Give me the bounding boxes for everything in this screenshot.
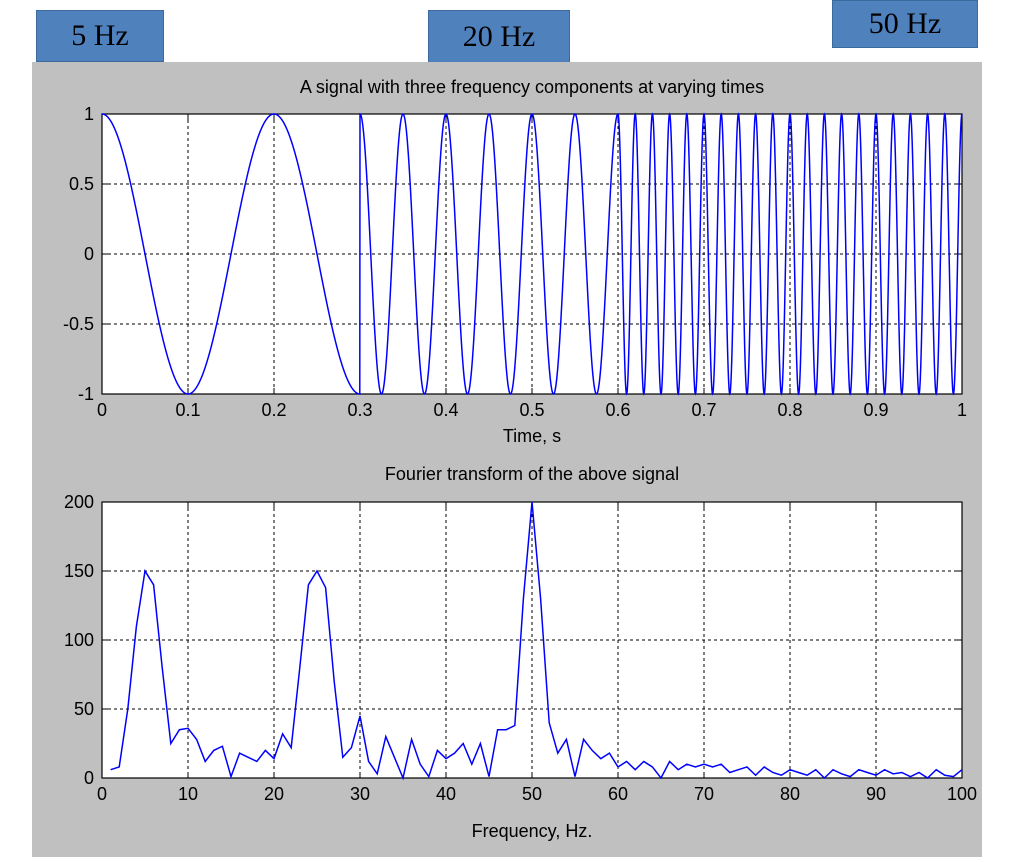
- x-tick-label: 30: [350, 784, 370, 804]
- x-tick-label: 0.5: [519, 400, 544, 420]
- y-tick-label: -0.5: [63, 314, 94, 334]
- x-tick-label: 0.7: [691, 400, 716, 420]
- y-tick-label: 0: [84, 768, 94, 788]
- y-tick-label: 50: [74, 699, 94, 719]
- y-tick-label: 0.5: [69, 174, 94, 194]
- y-tick-label: 100: [64, 630, 94, 650]
- x-tick-label: 0: [97, 784, 107, 804]
- figure-canvas: A signal with three frequency components…: [63, 77, 977, 841]
- x-tick-label: 70: [694, 784, 714, 804]
- x-tick-label: 50: [522, 784, 542, 804]
- x-tick-label: 20: [264, 784, 284, 804]
- fourier-ticks: 0 10 20 30 40 50 60 70 80 90 100 0 50 100 150 200: [64, 492, 977, 804]
- y-tick-label: 1: [84, 104, 94, 124]
- y-tick-label: 150: [64, 561, 94, 581]
- x-tick-label: 0: [97, 400, 107, 420]
- x-tick-label: 40: [436, 784, 456, 804]
- fourier-series: [110, 501, 963, 781]
- badge-20hz: 20 Hz: [428, 10, 570, 64]
- time-signal-title: A signal with three frequency components…: [300, 77, 764, 97]
- x-tick-label: 80: [780, 784, 800, 804]
- time-signal-xlabel: Time, s: [503, 426, 561, 446]
- y-tick-label: 0: [84, 244, 94, 264]
- x-tick-label: 1: [957, 400, 967, 420]
- fourier-title: Fourier transform of the above signal: [385, 464, 679, 484]
- badge-5hz: 5 Hz: [36, 10, 164, 62]
- fourier-axes: Fourier transform of the above signal 0 1…: [64, 464, 977, 841]
- badge-50hz: 50 Hz: [832, 0, 978, 48]
- time-signal-series: [102, 112, 963, 396]
- x-tick-label: 0.4: [433, 400, 458, 420]
- y-tick-label: 200: [64, 492, 94, 512]
- matlab-figure: A signal with three frequency components…: [32, 62, 982, 857]
- x-tick-label: 0.9: [863, 400, 888, 420]
- x-tick-label: 90: [866, 784, 886, 804]
- time-signal-axes: A signal with three frequency components…: [63, 77, 967, 446]
- x-tick-label: 100: [947, 784, 977, 804]
- fourier-xlabel: Frequency, Hz.: [472, 821, 593, 841]
- x-tick-label: 10: [178, 784, 198, 804]
- x-tick-label: 60: [608, 784, 628, 804]
- y-tick-label: -1: [78, 384, 94, 404]
- fourier-grid: [102, 502, 962, 778]
- x-tick-label: 0.8: [777, 400, 802, 420]
- x-tick-label: 0.6: [605, 400, 630, 420]
- x-tick-label: 0.1: [175, 400, 200, 420]
- x-tick-label: 0.3: [347, 400, 372, 420]
- x-tick-label: 0.2: [261, 400, 286, 420]
